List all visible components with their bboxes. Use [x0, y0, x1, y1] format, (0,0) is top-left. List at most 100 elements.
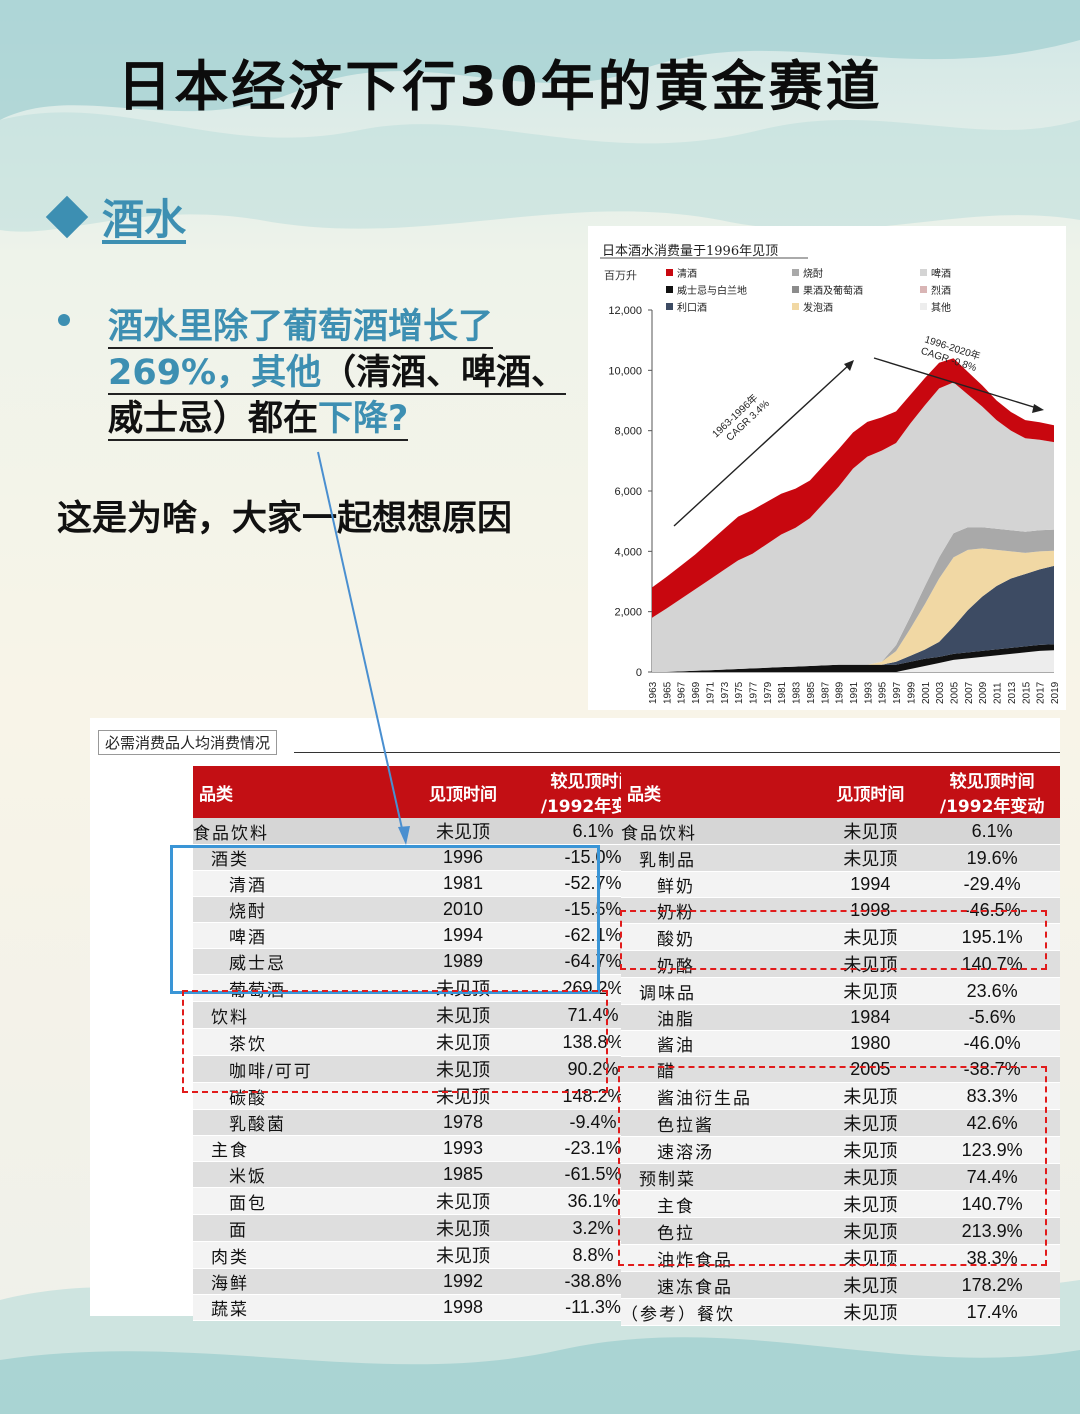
- cell-category: 乳酸菌: [193, 1109, 405, 1136]
- table-row: 主食 未见顶 140.7%: [621, 1190, 1060, 1218]
- x-tick-label: 1971: [705, 681, 716, 704]
- cell-category: 酒类: [193, 844, 405, 871]
- y-tick-label: 12,000: [608, 305, 642, 317]
- cell-category: 饮料: [193, 1001, 405, 1029]
- cell-peak-year: 1980: [816, 1030, 925, 1057]
- table-row: 葡萄酒 未见顶 269.2%: [193, 974, 665, 1002]
- cell-change: -38.7%: [924, 1056, 1060, 1083]
- cell-change: 42.6%: [924, 1109, 1060, 1137]
- header-change-line1: 较见顶时间: [550, 772, 636, 792]
- x-tick-label: 2005: [950, 681, 961, 704]
- area-series-其他: [652, 650, 1054, 672]
- legend-swatch: [792, 286, 799, 293]
- legend-swatch: [792, 303, 799, 310]
- cell-peak-year: 未见顶: [816, 1190, 925, 1218]
- cell-peak-year: 未见顶: [405, 974, 521, 1002]
- y-tick-label: 6,000: [614, 486, 642, 498]
- legend-label: 烈酒: [931, 285, 951, 297]
- cell-peak-year: 未见顶: [405, 1055, 521, 1083]
- cell-category: 速冻食品: [621, 1271, 817, 1299]
- area-series-利口酒: [652, 565, 1054, 672]
- y-tick-label: 10,000: [608, 365, 642, 377]
- cell-peak-year: 1981: [405, 870, 521, 897]
- area-series-清酒: [652, 358, 1054, 618]
- x-tick-label: 2007: [964, 681, 975, 704]
- header-peak-year: 见顶时间: [405, 766, 521, 818]
- cell-category: 预制菜: [621, 1163, 817, 1191]
- cell-category: 色拉酱: [621, 1109, 817, 1137]
- legend-swatch: [920, 269, 927, 276]
- table-row: 烧酎 2010 -15.5%: [193, 896, 665, 923]
- y-tick-label: 0: [636, 667, 642, 679]
- x-tick-label: 2017: [1036, 681, 1047, 704]
- cell-change: 123.9%: [924, 1136, 1060, 1164]
- table-caption: 必需消费品人均消费情况: [98, 730, 278, 755]
- x-tick-label: 1995: [878, 681, 889, 704]
- consumption-table-left: 品类 见顶时间 较见顶时间 /1992年变动 食品饮料 未见顶 6.1% 酒类 1996…: [193, 766, 665, 1321]
- x-tick-label: 1987: [820, 681, 831, 704]
- x-tick-label: 1993: [863, 681, 874, 704]
- legend-label: 利口酒: [677, 302, 707, 314]
- table-row: 米饭 1985 -61.5%: [193, 1161, 665, 1188]
- table-row: 色拉酱 未见顶 42.6%: [621, 1109, 1060, 1137]
- x-tick-label: 2013: [1007, 681, 1018, 704]
- x-tick-label: 1969: [691, 681, 702, 704]
- cell-peak-year: 未见顶: [816, 818, 925, 845]
- x-tick-label: 1997: [892, 681, 903, 704]
- legend-swatch: [666, 269, 673, 276]
- table-row: 速冻食品 未见顶 178.2%: [621, 1271, 1060, 1299]
- cell-change: 19.6%: [924, 844, 1060, 872]
- header-change-line2: /1992年变动: [540, 797, 646, 817]
- cell-peak-year: 未见顶: [816, 1244, 925, 1272]
- table-row: 酱油衍生品 未见顶 83.3%: [621, 1082, 1060, 1110]
- cell-category: （参考）餐饮: [621, 1298, 817, 1326]
- area-series-啤酒: [652, 382, 1054, 672]
- table-row: 奶粉 1998 -46.5%: [621, 897, 1060, 924]
- cell-category: 碳酸: [193, 1082, 405, 1110]
- trend-arrow-up: [673, 363, 851, 527]
- legend-label: 威士忌与白兰地: [677, 284, 747, 297]
- cell-peak-year: 未见顶: [816, 950, 925, 978]
- cell-peak-year: 未见顶: [816, 1271, 925, 1299]
- cell-category: 威士忌: [193, 948, 405, 975]
- y-tick-label: 8,000: [614, 426, 642, 438]
- legend-label: 其他: [931, 301, 951, 314]
- cell-peak-year: 2005: [816, 1056, 925, 1083]
- table-row: 油脂 1984 -5.6%: [621, 1004, 1060, 1031]
- cell-category: 酸奶: [621, 923, 817, 951]
- cell-category: 主食: [193, 1135, 405, 1162]
- table-row: 速溶汤 未见顶 123.9%: [621, 1136, 1060, 1164]
- legend-swatch: [920, 286, 927, 293]
- table-row: 醋 2005 -38.7%: [621, 1056, 1060, 1083]
- trend-arrow-down: [873, 357, 1041, 410]
- cell-peak-year: 1985: [405, 1161, 521, 1188]
- cell-category: 酱油衍生品: [621, 1082, 817, 1110]
- x-tick-label: 2001: [921, 681, 932, 704]
- cell-peak-year: 未见顶: [405, 1001, 521, 1029]
- caption-divider: [294, 752, 1060, 753]
- table-row: 面包 未见顶 36.1%: [193, 1187, 665, 1215]
- legend-label: 发泡酒: [803, 301, 833, 314]
- cell-peak-year: 未见顶: [816, 844, 925, 872]
- legend-label: 清酒: [677, 267, 697, 280]
- cell-category: 奶酪: [621, 950, 817, 978]
- cell-peak-year: 1993: [405, 1135, 521, 1162]
- x-tick-label: 1975: [734, 681, 745, 704]
- table-row: 调味品 未见顶 23.6%: [621, 977, 1060, 1005]
- table-row: 鲜奶 1994 -29.4%: [621, 871, 1060, 898]
- cell-peak-year: 未见顶: [816, 1082, 925, 1110]
- header-change: 较见顶时间 /1992年变动: [924, 766, 1060, 818]
- x-tick-label: 1963: [648, 681, 659, 704]
- x-tick-label: 2003: [935, 681, 946, 704]
- page-title: 日本经济下行30年的黄金赛道: [117, 55, 883, 118]
- table-row: 乳制品 未见顶 19.6%: [621, 844, 1060, 872]
- cell-change: 17.4%: [924, 1298, 1060, 1326]
- legend-swatch: [792, 269, 799, 276]
- x-tick-label: 1985: [806, 681, 817, 704]
- table-row: 酱油 1980 -46.0%: [621, 1030, 1060, 1057]
- cell-change: 83.3%: [924, 1082, 1060, 1110]
- table-row: 食品饮料 未见顶 6.1%: [621, 818, 1060, 845]
- bullet-paragraph: 酒水里除了葡萄酒增长了269%，其他（清酒、啤酒、威士忌）都在下降?: [108, 304, 578, 442]
- legend-label: 果酒及葡萄酒: [803, 284, 863, 297]
